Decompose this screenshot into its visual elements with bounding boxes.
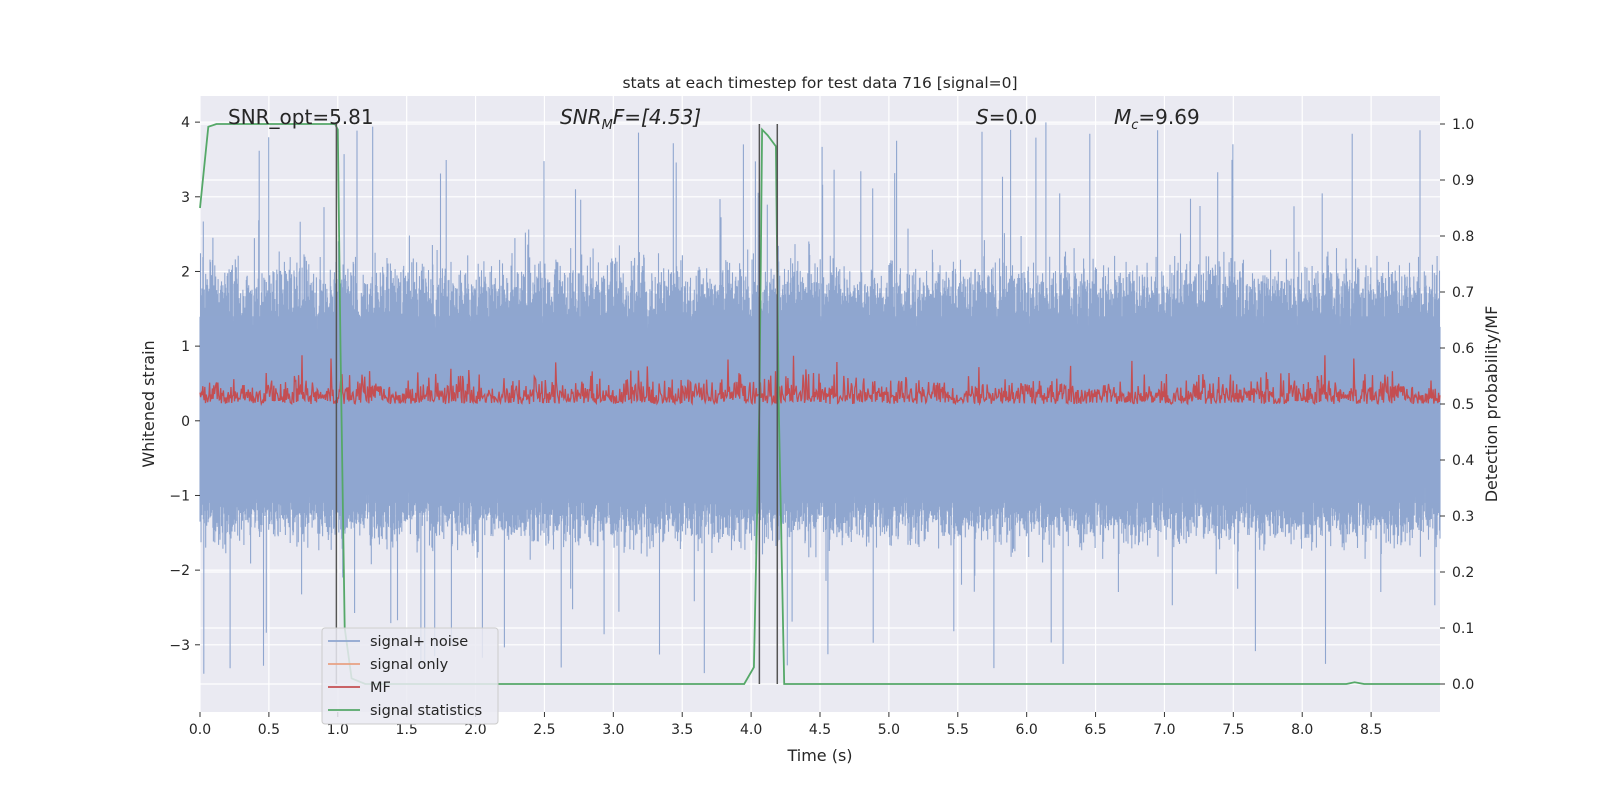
- mc-main: M: [1114, 105, 1131, 129]
- y-tick-label-left: 3: [181, 190, 190, 206]
- y-tick-label-left: −2: [169, 563, 190, 579]
- x-tick-label: 6.0: [1016, 722, 1038, 738]
- signal-statistics-series: [199, 123, 1440, 685]
- y-tick-label-right: 0.3: [1452, 509, 1474, 525]
- y-tick-label-left: 4: [181, 115, 190, 131]
- x-tick-label: 7.5: [1222, 722, 1244, 738]
- x-tick-label: 4.0: [740, 722, 762, 738]
- x-tick-label: 5.0: [878, 722, 900, 738]
- mc-tail: =9.69: [1138, 105, 1199, 129]
- y-tick-label-right: 0.0: [1452, 677, 1474, 693]
- y-axis-label-right: Detection probability/MF: [1482, 306, 1501, 503]
- y-tick-label-right: 0.2: [1452, 565, 1474, 581]
- chart-title: stats at each timestep for test data 716…: [622, 74, 1017, 92]
- y-tick-label-right: 0.4: [1452, 453, 1474, 469]
- annotation-snr-opt: SNR_opt=5.81: [228, 105, 374, 129]
- y-tick-label-right: 0.6: [1452, 341, 1474, 357]
- axes: 0.0 0.5 1.0 1.5 2.0 2.5 3.0 3.5 4.0 4.5 5.0 5.5 6.0 6…: [169, 115, 1474, 738]
- s-tail: =0.0: [989, 105, 1038, 129]
- x-tick-label: 7.0: [1153, 722, 1175, 738]
- legend-label: signal only: [370, 657, 449, 673]
- y-tick-label-left: −1: [169, 488, 190, 504]
- x-tick-label: 3.0: [602, 722, 624, 738]
- y-tick-label-left: 1: [181, 339, 190, 355]
- x-tick-label: 3.5: [671, 722, 693, 738]
- y-tick-label-right: 0.9: [1452, 173, 1474, 189]
- y-tick-label-left: 0: [181, 414, 190, 430]
- annotation-snr-mf: SNRMF=[4.53]: [560, 105, 701, 133]
- y-tick-label-right: 1.0: [1452, 117, 1474, 133]
- y-tick-label-right: 0.5: [1452, 397, 1474, 413]
- legend-label: signal+ noise: [370, 634, 468, 650]
- mc-sub: c: [1131, 118, 1138, 133]
- snr-mf-tail: F=[4.53]: [613, 105, 701, 129]
- y-tick-label-left: −3: [169, 638, 190, 654]
- annotation-mc: Mc=9.69: [1114, 105, 1200, 133]
- vertical-markers: [335, 124, 779, 684]
- signal-noise-series: [199, 122, 1441, 674]
- x-tick-label: 6.5: [1084, 722, 1106, 738]
- x-tick-label: 5.5: [947, 722, 969, 738]
- x-tick-label: 4.5: [809, 722, 831, 738]
- x-axis-label: Time (s): [786, 746, 852, 765]
- x-tick-label: 8.0: [1291, 722, 1313, 738]
- x-tick-label: 0.0: [189, 722, 211, 738]
- legend-label: signal statistics: [370, 703, 482, 719]
- snr-mf-sub: M: [602, 118, 613, 133]
- signal-statistics-line: [199, 123, 1440, 685]
- y-tick-label-left: 2: [181, 264, 190, 280]
- signal-noise-band: [200, 316, 1440, 503]
- x-tick-label: 1.0: [327, 722, 349, 738]
- annotation-s: S=0.0: [976, 105, 1037, 129]
- legend-box: [321, 627, 499, 725]
- y-tick-label-right: 0.1: [1452, 621, 1474, 637]
- x-tick-label: 1.5: [396, 722, 418, 738]
- snr-mf-main: SNR: [560, 105, 602, 129]
- legend: signal+ noise signal only MF signal statist…: [321, 627, 499, 725]
- y-tick-label-right: 0.7: [1452, 285, 1474, 301]
- x-tick-label: 0.5: [258, 722, 280, 738]
- x-tick-label: 2.5: [533, 722, 555, 738]
- legend-label: MF: [370, 680, 391, 696]
- s-main: S: [976, 105, 989, 129]
- y-tick-label-right: 0.8: [1452, 229, 1474, 245]
- y-axis-label-left: Whitened strain: [139, 340, 158, 467]
- x-tick-label: 8.5: [1360, 722, 1382, 738]
- mf-line: [199, 355, 1441, 407]
- mf-series: [199, 355, 1441, 407]
- x-tick-label: 2.0: [464, 722, 486, 738]
